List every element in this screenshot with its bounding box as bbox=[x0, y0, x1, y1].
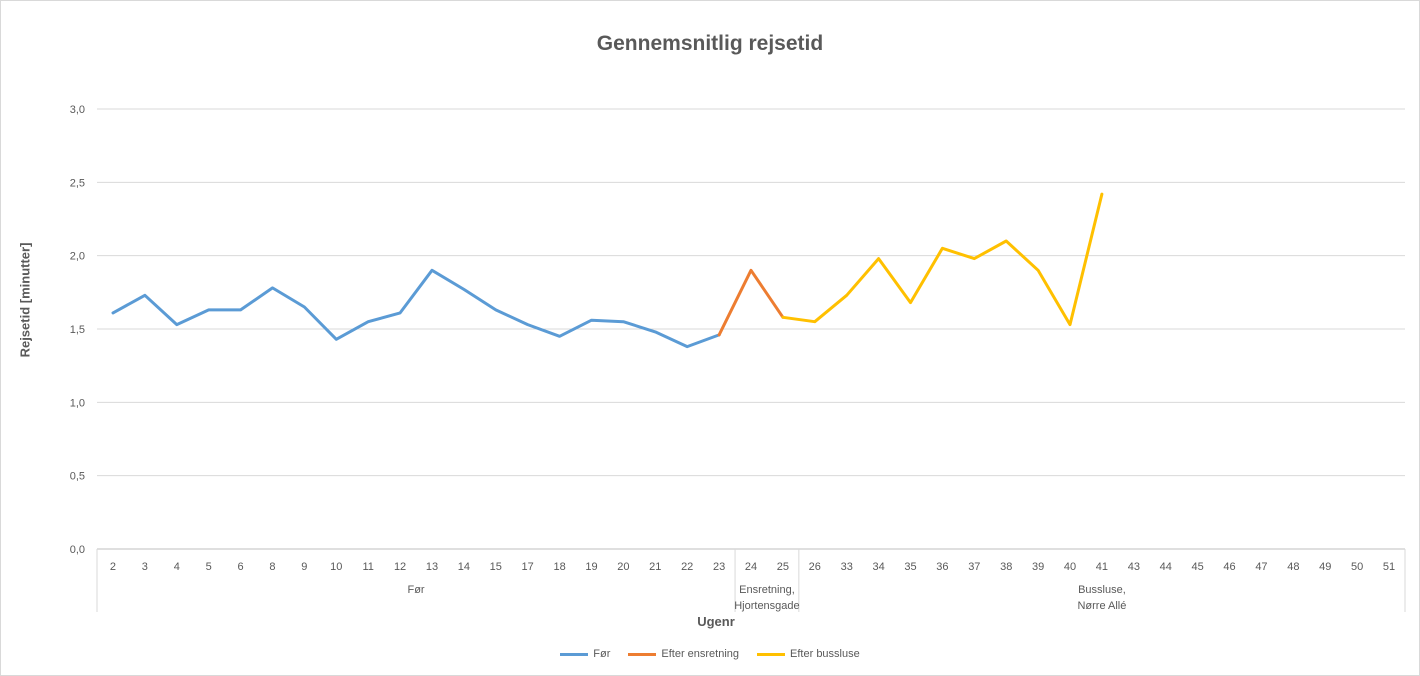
x-tick-label: 49 bbox=[1319, 561, 1331, 573]
x-tick-label: 8 bbox=[269, 561, 275, 573]
x-tick-label: 3 bbox=[142, 561, 148, 573]
x-tick-label: 24 bbox=[745, 561, 757, 573]
x-tick-label: 17 bbox=[522, 561, 534, 573]
y-tick-label: 3,0 bbox=[70, 104, 85, 116]
x-tick-label: 10 bbox=[330, 561, 342, 573]
chart-title: Gennemsnitlig rejsetid bbox=[596, 32, 824, 55]
y-tick-label: 0,5 bbox=[70, 471, 85, 483]
x-tick-label: 35 bbox=[904, 561, 916, 573]
x-tick-label: 6 bbox=[237, 561, 243, 573]
x-tick-label: 18 bbox=[553, 561, 565, 573]
x-tick-label: 5 bbox=[206, 561, 212, 573]
legend-label-efter-ensretning: Efter ensretning bbox=[661, 648, 740, 660]
x-tick-label: 22 bbox=[681, 561, 693, 573]
x-tick-label: 12 bbox=[394, 561, 406, 573]
y-tick-label: 2,5 bbox=[70, 177, 85, 189]
x-tick-label: 23 bbox=[713, 561, 725, 573]
x-group-label: Nørre Allé bbox=[1077, 600, 1126, 612]
legend-item-foer: Før bbox=[560, 648, 610, 660]
y-tick-labels: 0,0 0,5 1,0 1,5 2,0 2,5 3,0 bbox=[70, 104, 85, 556]
y-tick-label: 0,0 bbox=[70, 544, 85, 556]
x-tick-label: 48 bbox=[1287, 561, 1299, 573]
x-tick-label: 45 bbox=[1192, 561, 1204, 573]
series-line-f-r bbox=[111, 268, 721, 349]
x-group-label: Bussluse, bbox=[1078, 584, 1126, 596]
legend-label-efter-bussluse: Efter bussluse bbox=[790, 648, 860, 660]
x-tick-label: 36 bbox=[936, 561, 948, 573]
x-tick-label: 2 bbox=[110, 561, 116, 573]
x-group-label: Hjortensgade bbox=[734, 600, 799, 612]
legend-swatch-foer bbox=[560, 652, 589, 656]
x-tick-label: 9 bbox=[301, 561, 307, 573]
legend-swatch-efter-bussluse bbox=[757, 652, 786, 656]
series-line-efter-bussluse bbox=[781, 192, 1104, 327]
x-axis-label: Ugenr bbox=[697, 614, 735, 629]
legend-swatch-efter-ensretning bbox=[628, 652, 657, 656]
x-tick-label: 44 bbox=[1160, 561, 1172, 573]
legend: Før Efter ensretning Efter bussluse bbox=[0, 648, 1420, 660]
y-tick-label: 1,5 bbox=[70, 324, 85, 336]
legend-label-foer: Før bbox=[593, 648, 611, 660]
y-tick-label: 1,0 bbox=[70, 397, 85, 409]
series-lines bbox=[111, 192, 1104, 349]
x-tick-label: 39 bbox=[1032, 561, 1044, 573]
x-tick-label: 4 bbox=[174, 561, 180, 573]
x-tick-label: 40 bbox=[1064, 561, 1076, 573]
x-tick-label: 43 bbox=[1128, 561, 1140, 573]
y-tick-label: 2,0 bbox=[70, 251, 85, 263]
x-tick-label: 13 bbox=[426, 561, 438, 573]
series-line-efter-ensretning bbox=[717, 268, 785, 337]
x-group-label: Ensretning, bbox=[739, 584, 795, 596]
x-tick-label: 19 bbox=[585, 561, 597, 573]
x-tick-label: 21 bbox=[649, 561, 661, 573]
x-group-label: Før bbox=[407, 584, 424, 596]
x-tick-label: 25 bbox=[777, 561, 789, 573]
x-tick-label: 46 bbox=[1223, 561, 1235, 573]
x-tick-label: 41 bbox=[1096, 561, 1108, 573]
x-tick-label: 14 bbox=[458, 561, 470, 573]
x-tick-label: 34 bbox=[872, 561, 884, 573]
x-tick-label: 11 bbox=[362, 561, 373, 573]
x-tick-label: 37 bbox=[968, 561, 980, 573]
x-tick-label: 51 bbox=[1383, 561, 1395, 573]
legend-item-efter-ensretning: Efter ensretning bbox=[628, 648, 739, 660]
x-tick-label: 33 bbox=[841, 561, 853, 573]
legend-item-efter-bussluse: Efter bussluse bbox=[757, 648, 860, 660]
x-axis: 2 3 4 5 6 8 9 10 11 12 13 14 15 17 18 19 20 21 22 23 24 25 26 3… bbox=[96, 549, 1406, 612]
gridlines bbox=[97, 108, 1405, 550]
x-tick-label: 47 bbox=[1255, 561, 1267, 573]
x-tick-label: 20 bbox=[617, 561, 629, 573]
x-tick-label: 38 bbox=[1000, 561, 1012, 573]
x-tick-label: 50 bbox=[1351, 561, 1363, 573]
x-tick-label: 26 bbox=[809, 561, 821, 573]
x-tick-label: 15 bbox=[490, 561, 502, 573]
